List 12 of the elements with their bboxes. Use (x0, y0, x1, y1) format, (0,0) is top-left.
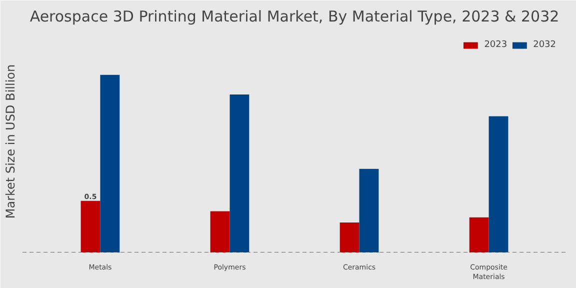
chart-title: Aerospace 3D Printing Material Market, By Material Type, 2023 & 2032 (30, 8, 560, 26)
bar (80, 200, 100, 252)
bar (469, 217, 489, 252)
legend-label: 2023 (484, 40, 508, 50)
legend-label: 2032 (533, 40, 556, 50)
bar (359, 168, 379, 252)
bar (230, 94, 250, 252)
bar (340, 222, 360, 252)
bar (210, 211, 230, 252)
y-axis-title: Market Size in USD Billion (4, 64, 18, 219)
bar (100, 74, 120, 252)
bar (488, 116, 508, 252)
